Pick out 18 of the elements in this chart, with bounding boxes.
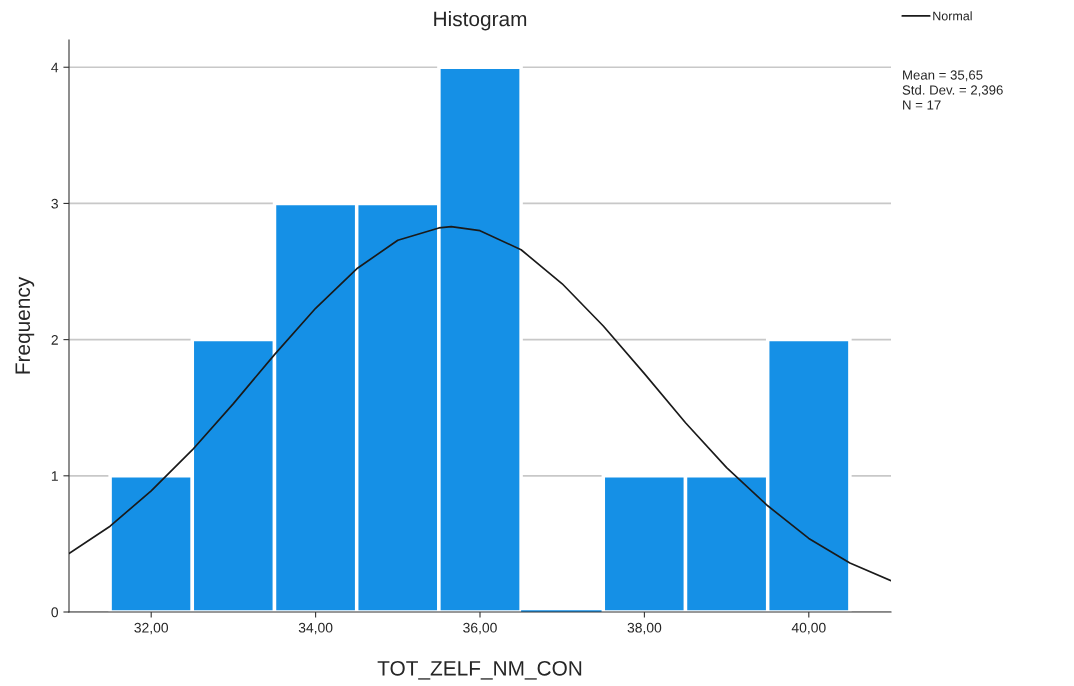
x-tick-label: 32,00 xyxy=(134,622,169,635)
y-axis-title: Frequency xyxy=(15,276,35,374)
y-tick-label: 2 xyxy=(51,334,58,345)
chart-title: Histogram xyxy=(434,11,527,31)
x-tick-label: 34,00 xyxy=(298,622,333,635)
x-tick-label: 36,00 xyxy=(463,622,497,635)
x-axis-title: TOT_ZELF_NM_CON xyxy=(377,660,582,680)
y-tick-label: 3 xyxy=(51,198,58,209)
y-tick-label: 0 xyxy=(51,607,59,618)
text: Std. Dev. = 2,396 xyxy=(902,85,1003,97)
x-tick-label: 38,00 xyxy=(627,622,662,635)
text: N = 17 xyxy=(903,100,941,110)
x-tick-label: 40,00 xyxy=(791,622,826,635)
text: Mean = 35,65 xyxy=(903,70,983,82)
legend-label: Normal xyxy=(933,11,972,21)
y-tick-label: 4 xyxy=(51,62,59,73)
y-tick-label: 1 xyxy=(51,471,58,481)
line-series xyxy=(69,225,891,582)
